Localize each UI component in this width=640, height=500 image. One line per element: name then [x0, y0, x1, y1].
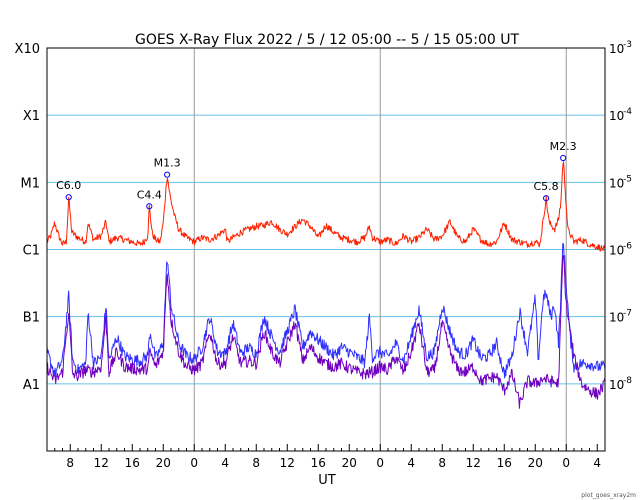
- plot-grid: [47, 48, 605, 451]
- y-right-tick-label: 10: [609, 311, 624, 325]
- y-left-tick-label: B1: [23, 311, 40, 326]
- flare-marker: [164, 171, 171, 178]
- y-right-tick-label: 10: [609, 378, 624, 392]
- y-right-tick-label: 10: [609, 176, 624, 190]
- x-tick-label: 16: [311, 456, 326, 470]
- x-tick-label: 16: [125, 456, 140, 470]
- flux-series-line-1: [46, 161, 606, 252]
- flare-marker: [543, 195, 550, 202]
- flux-series-line-2: [46, 243, 606, 379]
- chart-title: GOES X-Ray Flux 2022 / 5 / 12 05:00 -- 5…: [135, 32, 519, 48]
- x-tick-label: 8: [438, 456, 446, 470]
- y-left-tick-label: X1: [23, 109, 40, 124]
- flare-label: C4.4: [137, 188, 162, 201]
- x-tick-label: 4: [407, 456, 415, 470]
- flare-marker: [65, 194, 72, 201]
- flare-markers: C6.0 C4.4 M1.3 C5.8 M2.3: [56, 140, 577, 210]
- y-right-tick-exponent: -6: [623, 242, 632, 252]
- flare-marker: [146, 203, 153, 210]
- x-tick-label: 20: [342, 456, 357, 470]
- flare-marker: [560, 154, 567, 162]
- y-left-tick-label: C1: [23, 244, 40, 259]
- y-right-tick-label: 10: [609, 244, 624, 258]
- y-right-tick-exponent: -3: [623, 40, 632, 50]
- x-tick-label: 0: [376, 456, 384, 470]
- y-right-tick-exponent: -5: [623, 174, 632, 184]
- y-right-tick-label: 10: [609, 109, 624, 123]
- flare-label: C5.8: [534, 180, 559, 193]
- x-tick-label: 4: [593, 456, 601, 470]
- x-tick-label: 12: [94, 456, 109, 470]
- y-left-tick-label: A1: [23, 378, 40, 393]
- x-tick-label: 4: [221, 456, 229, 470]
- flare-label: M2.3: [550, 140, 577, 153]
- x-tick-label: 0: [190, 456, 198, 470]
- x-tick-label: 20: [528, 456, 543, 470]
- y-left-tick-label: M1: [21, 176, 41, 191]
- y-right-tick-exponent: -7: [623, 309, 632, 319]
- x-tick-label: 12: [280, 456, 295, 470]
- flux-series: [46, 161, 606, 409]
- x-tick-label: 8: [66, 456, 74, 470]
- y-left-tick-label: X10: [15, 42, 40, 57]
- flare-label: C6.0: [56, 179, 81, 192]
- x-tick-label: 16: [497, 456, 512, 470]
- x-tick-label: 20: [156, 456, 171, 470]
- x-tick-label: 8: [252, 456, 260, 470]
- footer-credit: plot_goes_xray2m: [581, 492, 636, 499]
- flare-label: M1.3: [154, 157, 181, 170]
- x-tick-label: 0: [562, 456, 570, 470]
- y-right-tick-label: 10: [609, 42, 624, 56]
- y-right-tick-exponent: -4: [623, 107, 632, 117]
- x-tick-label: 12: [466, 456, 481, 470]
- x-axis-label: UT: [318, 473, 336, 488]
- flux-series-line-3: [46, 255, 606, 409]
- y-right-tick-exponent: -8: [623, 376, 632, 386]
